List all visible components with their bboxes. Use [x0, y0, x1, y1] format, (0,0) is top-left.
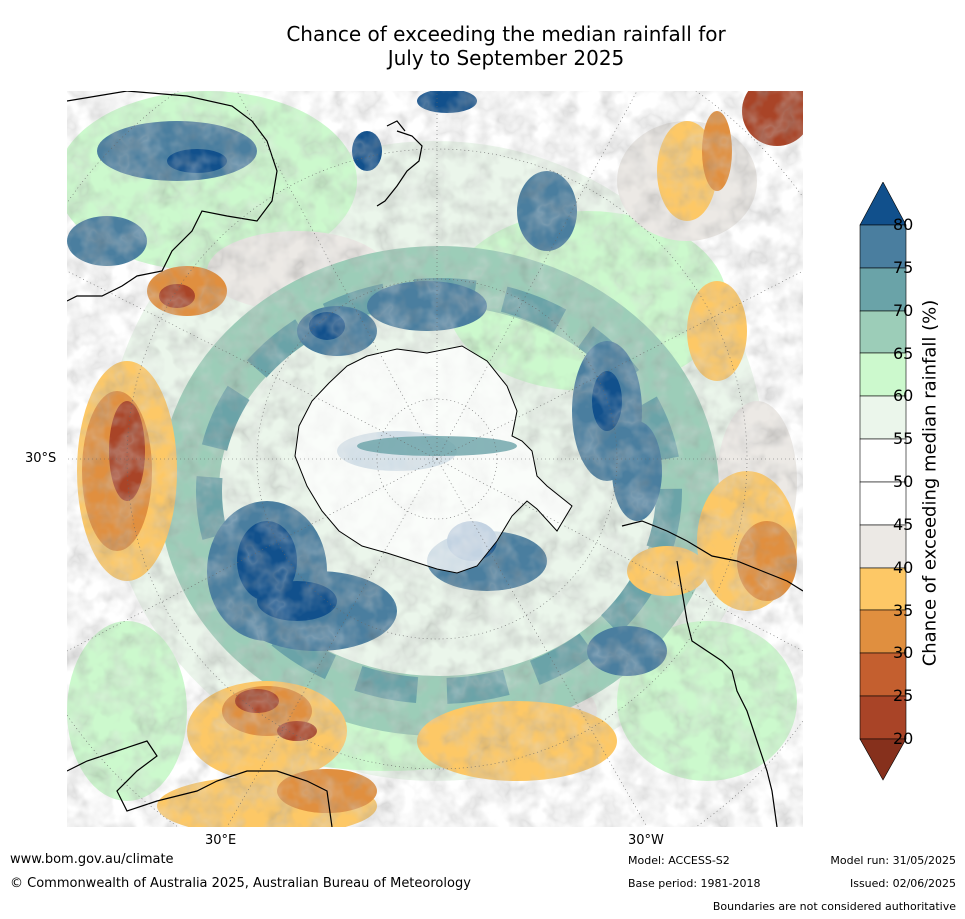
model-text: Model: ACCESS-S2	[628, 854, 730, 867]
colorbar-tick-60: 60	[893, 386, 914, 405]
lon-label-30e: 30°E	[205, 833, 237, 848]
copyright-text: © Commonwealth of Australia 2025, Austra…	[10, 876, 471, 891]
title-line-2: July to September 2025	[387, 46, 625, 70]
colorbar-tick-45: 45	[893, 515, 914, 534]
africa-coast	[67, 740, 333, 827]
lon-label-30w: 30°W	[628, 833, 664, 848]
colorbar-segments	[859, 224, 907, 740]
lat-label-30s: 30°S	[25, 451, 57, 466]
colorbar-tick-80: 80	[893, 215, 914, 234]
colorbar-tick-20: 20	[893, 729, 914, 748]
colorbar-tick-30: 30	[893, 643, 914, 662]
antarctica	[294, 345, 573, 574]
colorbar-tick-35: 35	[893, 601, 914, 620]
south-america-coast	[621, 520, 803, 827]
colorbar-title: Chance of exceeding median rainfall (%)	[919, 299, 941, 667]
colorbar-tick-50: 50	[893, 472, 914, 491]
colorbar-tick-55: 55	[893, 429, 914, 448]
map-title: Chance of exceeding the median rainfall …	[180, 22, 832, 70]
colorbar	[859, 182, 907, 781]
colorbar-tick-40: 40	[893, 558, 914, 577]
model-run-text: Model run: 31/05/2025	[830, 854, 956, 867]
new-zealand-coast	[376, 120, 423, 207]
disclaimer-text: Boundaries are not considered authoritat…	[712, 900, 956, 913]
coastlines	[67, 91, 803, 827]
australia-coast	[67, 91, 278, 302]
title-line-1: Chance of exceeding the median rainfall …	[286, 22, 726, 46]
colorbar-tick-65: 65	[893, 344, 914, 363]
base-period-text: Base period: 1981-2018	[628, 877, 761, 890]
colorbar-under-arrow	[859, 738, 907, 781]
rainfall-map	[67, 91, 803, 827]
issued-text: Issued: 02/06/2025	[849, 877, 956, 890]
website-link[interactable]: www.bom.gov.au/climate	[10, 852, 174, 867]
graticule	[67, 91, 803, 827]
colorbar-tick-75: 75	[893, 258, 914, 277]
colorbar-tick-70: 70	[893, 301, 914, 320]
colorbar-tick-25: 25	[893, 686, 914, 705]
